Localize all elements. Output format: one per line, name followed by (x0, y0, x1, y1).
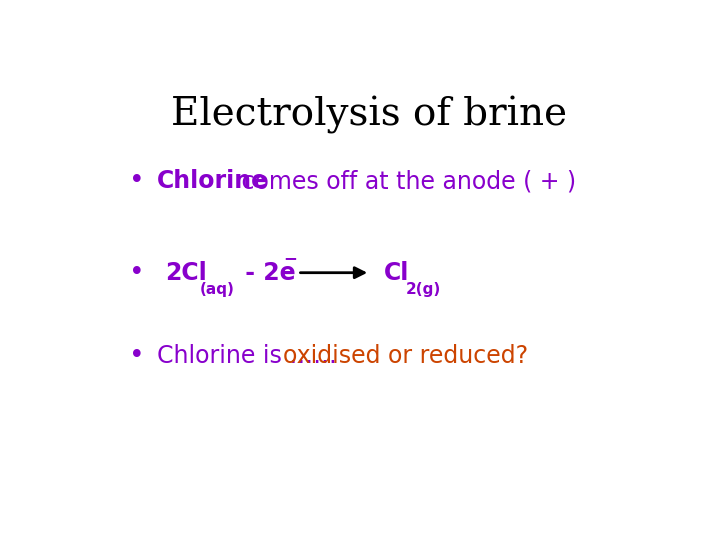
Text: •: • (129, 168, 145, 194)
Text: Chlorine: Chlorine (157, 169, 268, 193)
Text: Cl: Cl (384, 261, 410, 285)
Text: (aq): (aq) (200, 282, 235, 297)
Text: Chlorine is ……: Chlorine is …… (157, 344, 344, 368)
Text: oxidised or reduced?: oxidised or reduced? (282, 344, 528, 368)
Text: comes off at the anode ( + ): comes off at the anode ( + ) (234, 169, 576, 193)
Text: •: • (129, 343, 145, 369)
Text: −: − (284, 249, 297, 267)
Text: Electrolysis of brine: Electrolysis of brine (171, 96, 567, 134)
Text: •: • (129, 260, 145, 286)
Text: 2Cl: 2Cl (166, 261, 207, 285)
Text: - 2e: - 2e (238, 261, 296, 285)
Text: 2(g): 2(g) (405, 282, 441, 297)
